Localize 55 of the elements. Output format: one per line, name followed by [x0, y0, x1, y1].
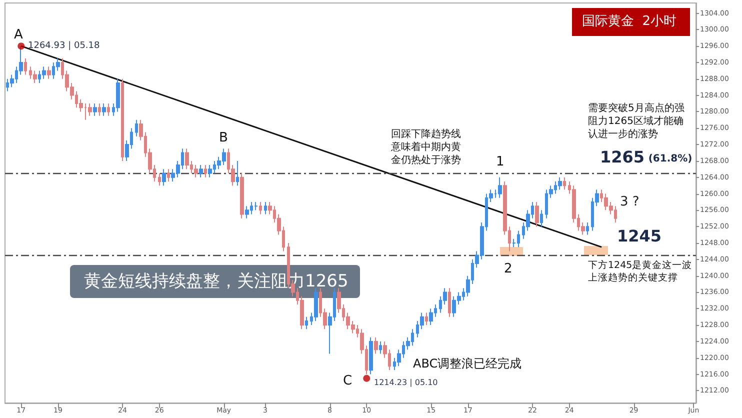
- annotation: 1: [496, 154, 504, 170]
- annotation: 1214.23 | 05.10: [374, 378, 438, 387]
- candlestick: [102, 103, 106, 116]
- candlestick: [167, 168, 170, 182]
- candlestick: [374, 336, 378, 354]
- annotation: A: [14, 28, 23, 42]
- candlestick: [429, 308, 433, 326]
- candlestick: [540, 210, 543, 228]
- candlestick: [264, 201, 267, 215]
- candlestick: [162, 168, 166, 186]
- candlestick: [121, 78, 124, 162]
- annotation: ABC调整浪已经完成: [413, 356, 522, 370]
- candlestick: [535, 201, 539, 228]
- candlestick: [254, 201, 258, 211]
- candlestick: [199, 164, 203, 178]
- candlestick: [88, 103, 92, 116]
- candlestick: [563, 176, 566, 190]
- candlestick: [47, 66, 51, 80]
- candlestick: [236, 160, 239, 186]
- candlestick: [314, 288, 318, 322]
- annotation: 需要突破5月高点的强阻力1265区域才能确认进一步的涨势: [588, 102, 684, 140]
- candlestick: [194, 164, 198, 178]
- annotation: 下方1245是黄金这一波上涨趋势的关键支撑: [588, 258, 692, 284]
- annotation: 3 ?: [620, 194, 640, 210]
- candlestick: [208, 164, 212, 178]
- candlestick: [498, 176, 502, 198]
- candlestick: [558, 176, 562, 190]
- ref-line-label: 1265 (61.8%): [600, 148, 692, 166]
- annotation: C: [343, 374, 352, 388]
- candlestick: [24, 58, 27, 76]
- candlestick: [93, 103, 97, 116]
- annotation: 回踩下降趋势线意味着中期内黄金仍热处于涨势: [390, 128, 461, 166]
- candlestick: [135, 119, 138, 137]
- candlestick: [107, 103, 110, 116]
- candlestick: [42, 66, 46, 80]
- candlestick: [448, 288, 451, 318]
- text: 国际黄金 2小时: [582, 14, 677, 29]
- candlestick: [425, 312, 428, 326]
- candlestick: [305, 316, 308, 330]
- candlestick: [158, 172, 161, 186]
- candlestick: [379, 340, 382, 354]
- candlestick: [185, 148, 189, 170]
- annotation: B: [219, 130, 228, 146]
- candlestick: [369, 336, 373, 375]
- ref-line-label: 1245: [617, 226, 662, 246]
- candlestick: [33, 70, 37, 84]
- candlestick: [98, 103, 101, 116]
- candlestick: [245, 206, 249, 219]
- candlestick: [204, 164, 207, 178]
- candlestick: [259, 201, 262, 215]
- candlestick: [116, 78, 120, 112]
- annotation: 1264.93 | 05.18: [28, 41, 100, 51]
- candlestick: [240, 172, 244, 219]
- annotation: 2: [504, 262, 512, 276]
- candlestick: [586, 222, 589, 236]
